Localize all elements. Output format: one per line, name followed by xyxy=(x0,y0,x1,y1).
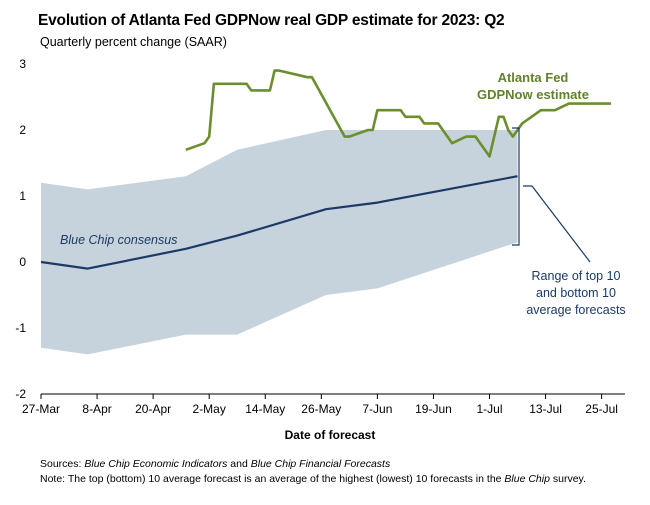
range-band xyxy=(41,130,518,355)
sources-and: and xyxy=(230,458,248,470)
sources-text-2: Blue Chip Financial Forecasts xyxy=(250,458,391,470)
note-italic: Blue Chip xyxy=(504,473,550,485)
annotation-range-line2: and bottom 10 xyxy=(536,286,616,300)
note-label: Note: xyxy=(40,473,66,485)
x-tick-label: 19-Jun xyxy=(415,402,452,416)
y-tick-label: -1 xyxy=(15,321,26,335)
sources-line: Sources: Blue Chip Economic Indicators a… xyxy=(40,457,640,472)
series-line-gdpnow xyxy=(185,69,611,158)
y-tick-label: 3 xyxy=(19,57,26,71)
annotation-gdpnow-line2: GDPNow estimate xyxy=(477,87,589,102)
sources-text-1: Blue Chip Economic Indicators xyxy=(84,458,228,470)
y-tick-label: 0 xyxy=(19,255,26,269)
annotation-range-line3: average forecasts xyxy=(526,303,625,317)
x-tick-label: 20-Apr xyxy=(135,402,171,416)
x-tick-label: 8-Apr xyxy=(82,402,111,416)
footer: Sources: Blue Chip Economic Indicators a… xyxy=(40,457,640,487)
note-text-2: survey. xyxy=(552,473,586,485)
annotation-bluechip: Blue Chip consensus xyxy=(60,233,177,247)
x-tick-label: 2-May xyxy=(193,402,226,416)
x-tick-label: 27-Mar xyxy=(22,402,60,416)
annotation-gdpnow-line1: Atlanta Fed xyxy=(498,70,569,85)
x-tick-label: 26-May xyxy=(301,402,341,416)
chart-plot: -2 -1 0 1 2 3 27-Mar 8-Apr 20-Apr 2-May 14-May 26-M… xyxy=(15,57,625,442)
y-tick-label: 2 xyxy=(19,123,26,137)
note-line: Note: The top (bottom) 10 average foreca… xyxy=(40,472,640,487)
y-tick-label: 1 xyxy=(19,189,26,203)
x-tick-label: 14-May xyxy=(245,402,285,416)
note-text-1: The top (bottom) 10 average forecast is … xyxy=(67,473,502,485)
chart-subtitle: Quarterly percent change (SAAR) xyxy=(40,35,227,49)
x-tick-label: 13-Jul xyxy=(529,402,562,416)
range-leader xyxy=(523,185,591,263)
x-tick-label: 25-Jul xyxy=(585,402,618,416)
range-bracket xyxy=(512,127,520,246)
annotation-range-line1: Range of top 10 xyxy=(532,269,621,283)
x-tick-label: 1-Jul xyxy=(477,402,503,416)
x-tick-label: 7-Jun xyxy=(362,402,392,416)
series-line-bluechip xyxy=(40,175,518,270)
sources-label: Sources: xyxy=(40,458,82,470)
x-axis-label: Date of forecast xyxy=(285,428,376,442)
chart-title: Evolution of Atlanta Fed GDPNow real GDP… xyxy=(38,12,505,29)
y-tick-label: -2 xyxy=(15,387,26,401)
